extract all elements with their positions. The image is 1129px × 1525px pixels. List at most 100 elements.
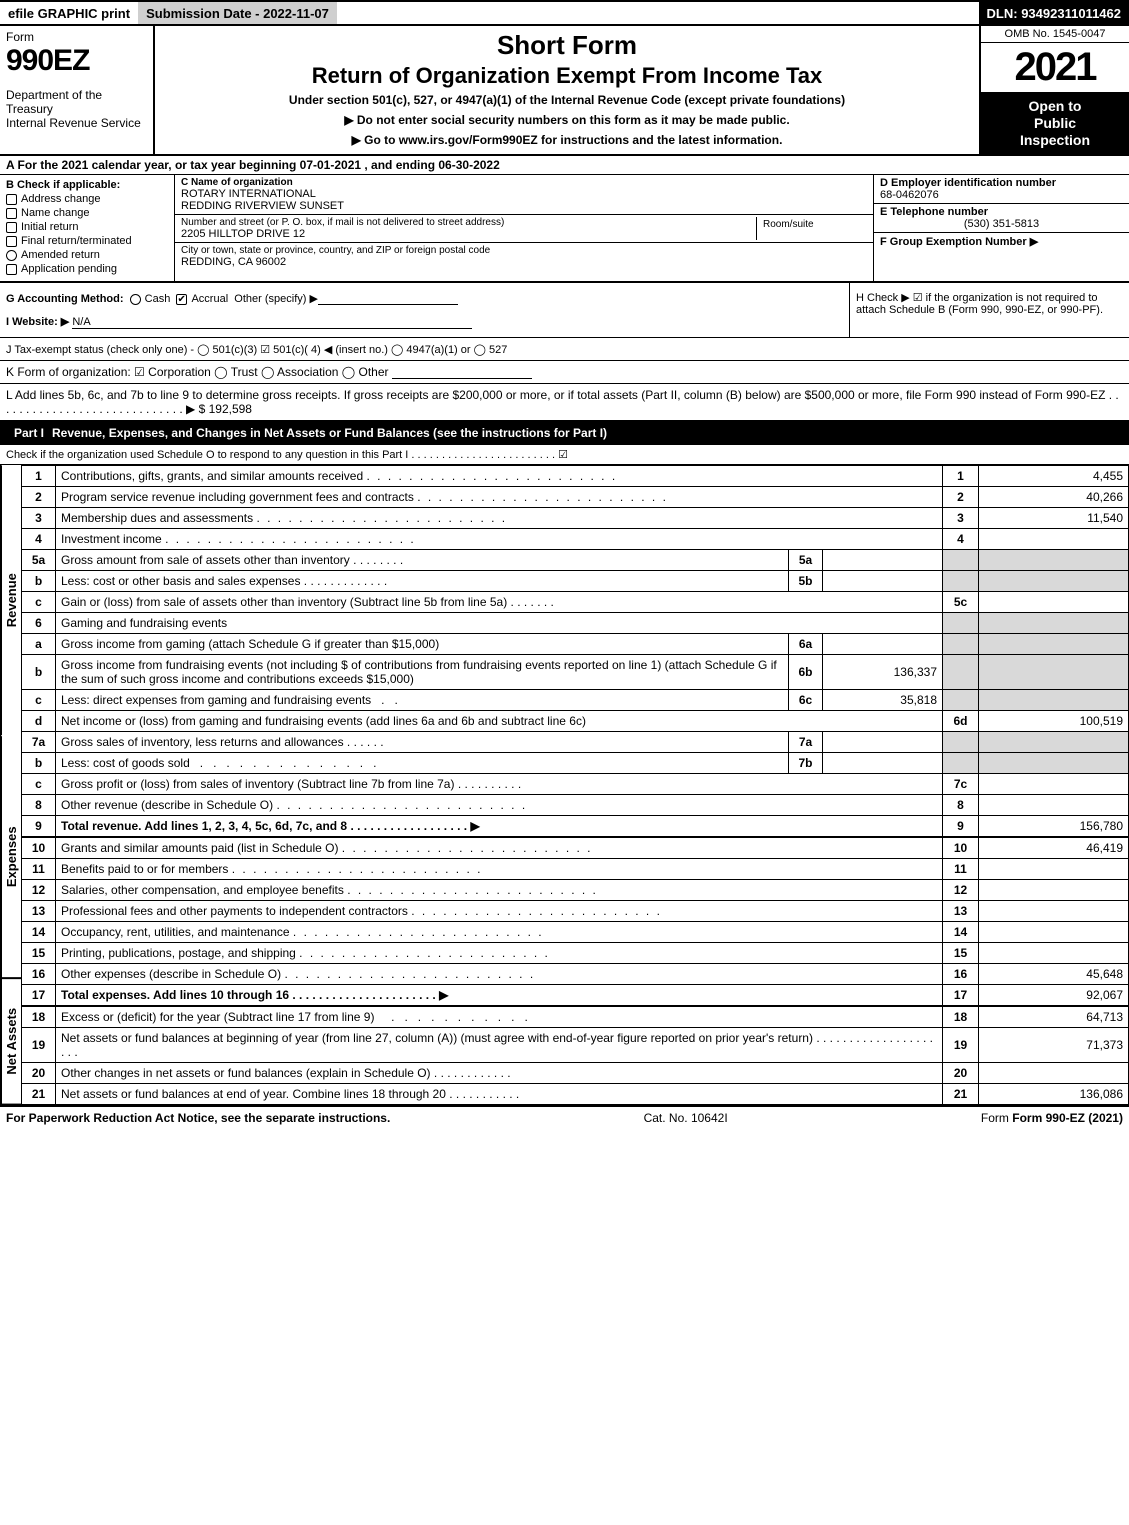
line-21: 21Net assets or fund balances at end of …: [22, 1084, 1129, 1105]
expenses-label: Expenses: [1, 736, 21, 979]
g-other: Other (specify) ▶: [234, 293, 318, 305]
efile-label: efile GRAPHIC print: [0, 2, 138, 24]
ein: 68-0462076: [880, 189, 1123, 201]
e-label: E Telephone number: [880, 206, 1123, 218]
tax-year: 2021: [981, 43, 1129, 92]
info-grid: B Check if applicable: Address change Na…: [0, 175, 1129, 283]
submission-date: Submission Date - 2022-11-07: [138, 2, 337, 24]
k-other-line[interactable]: [392, 365, 532, 379]
line-7a: 7aGross sales of inventory, less returns…: [22, 732, 1129, 753]
radio-cash[interactable]: [130, 294, 141, 305]
top-bar: efile GRAPHIC print Submission Date - 20…: [0, 0, 1129, 26]
footer-right: Form Form 990-EZ (2021): [981, 1111, 1123, 1125]
street-label: Number and street (or P. O. box, if mail…: [181, 217, 756, 228]
line-4: 4Investment income 4: [22, 529, 1129, 550]
line-2: 2Program service revenue including gover…: [22, 487, 1129, 508]
org-name2: REDDING RIVERVIEW SUNSET: [181, 200, 867, 212]
footer-center: Cat. No. 10642I: [644, 1111, 728, 1125]
chk-accrual[interactable]: [176, 294, 187, 305]
i-label: I Website: ▶: [6, 316, 69, 328]
line-6: 6Gaming and fundraising events: [22, 613, 1129, 634]
org-name1: ROTARY INTERNATIONAL: [181, 188, 867, 200]
line-11: 11Benefits paid to or for members 11: [22, 859, 1129, 880]
subtitle: Return of Organization Exempt From Incom…: [163, 63, 971, 89]
section-k: K Form of organization: ☑ Corporation ◯ …: [0, 361, 1129, 384]
side-labels: Revenue Expenses Net Assets: [0, 465, 21, 1105]
part-i-header: Part I Revenue, Expenses, and Changes in…: [0, 422, 1129, 444]
col-c: C Name of organization ROTARY INTERNATIO…: [175, 175, 874, 281]
note1: ▶ Do not enter social security numbers o…: [163, 113, 971, 127]
inspect3: Inspection: [985, 132, 1125, 149]
chk-final-return[interactable]: Final return/terminated: [6, 235, 168, 247]
line-6b: bGross income from fundraising events (n…: [22, 655, 1129, 690]
inspection-badge: Open to Public Inspection: [981, 92, 1129, 154]
other-specify-line[interactable]: [318, 291, 458, 305]
k-text: K Form of organization: ☑ Corporation ◯ …: [6, 365, 389, 379]
footer-left: For Paperwork Reduction Act Notice, see …: [6, 1111, 390, 1125]
line-12: 12Salaries, other compensation, and empl…: [22, 880, 1129, 901]
city-label: City or town, state or province, country…: [181, 245, 867, 256]
dept1: Department of the Treasury: [6, 88, 147, 116]
inspect1: Open to: [985, 98, 1125, 115]
page-footer: For Paperwork Reduction Act Notice, see …: [0, 1105, 1129, 1129]
line-5b: bLess: cost or other basis and sales exp…: [22, 571, 1129, 592]
b-label: B Check if applicable:: [6, 179, 168, 191]
g-label: G Accounting Method:: [6, 293, 124, 305]
undersection: Under section 501(c), 527, or 4947(a)(1)…: [163, 93, 971, 107]
line-6d: dNet income or (loss) from gaming and fu…: [22, 711, 1129, 732]
street: 2205 HILLTOP DRIVE 12: [181, 228, 756, 240]
header-center: Short Form Return of Organization Exempt…: [155, 26, 979, 154]
phone: (530) 351-5813: [880, 218, 1123, 230]
line-19: 19Net assets or fund balances at beginni…: [22, 1028, 1129, 1063]
form-label: Form: [6, 30, 147, 44]
c-label: C Name of organization: [181, 177, 867, 188]
netassets-label: Net Assets: [1, 979, 21, 1106]
section-j: J Tax-exempt status (check only one) - ◯…: [0, 338, 1129, 361]
spacer: [337, 2, 979, 24]
line-7b: bLess: cost of goods sold . . . . . . . …: [22, 753, 1129, 774]
row-gh: G Accounting Method: Cash Accrual Other …: [0, 283, 1129, 338]
header-left: Form 990EZ Department of the Treasury In…: [0, 26, 155, 154]
room-label: Room/suite: [763, 219, 861, 230]
line-7c: cGross profit or (loss) from sales of in…: [22, 774, 1129, 795]
line-13: 13Professional fees and other payments t…: [22, 901, 1129, 922]
omb: OMB No. 1545-0047: [981, 26, 1129, 43]
line-1: 1Contributions, gifts, grants, and simil…: [22, 466, 1129, 487]
part-i-sub: Check if the organization used Schedule …: [0, 444, 1129, 465]
f-label: F Group Exemption Number ▶: [880, 236, 1038, 248]
col-d: D Employer identification number 68-0462…: [874, 175, 1129, 281]
line-18: 18Excess or (deficit) for the year (Subt…: [22, 1006, 1129, 1028]
j-text: J Tax-exempt status (check only one) - ◯…: [6, 344, 507, 356]
section-l: L Add lines 5b, 6c, and 7b to line 9 to …: [0, 384, 1129, 422]
dln: DLN: 93492311011462: [979, 2, 1129, 24]
line-10: 10Grants and similar amounts paid (list …: [22, 837, 1129, 859]
section-a: A For the 2021 calendar year, or tax yea…: [0, 156, 1129, 175]
line-20: 20Other changes in net assets or fund ba…: [22, 1063, 1129, 1084]
chk-application-pending[interactable]: Application pending: [6, 263, 168, 275]
section-h: H Check ▶ ☑ if the organization is not r…: [849, 283, 1129, 337]
chk-address-change[interactable]: Address change: [6, 193, 168, 205]
dept2: Internal Revenue Service: [6, 116, 147, 130]
website-value: N/A: [72, 316, 472, 329]
d-label: D Employer identification number: [880, 177, 1123, 189]
line-15: 15Printing, publications, postage, and s…: [22, 943, 1129, 964]
line-5a: 5aGross amount from sale of assets other…: [22, 550, 1129, 571]
form-number: 990EZ: [6, 44, 147, 78]
city: REDDING, CA 96002: [181, 256, 867, 268]
line-17: 17Total expenses. Add lines 10 through 1…: [22, 985, 1129, 1007]
header-right: OMB No. 1545-0047 2021 Open to Public In…: [979, 26, 1129, 154]
line-9: 9Total revenue. Add lines 1, 2, 3, 4, 5c…: [22, 816, 1129, 838]
part-i-label: Part I: [6, 426, 52, 440]
form-header: Form 990EZ Department of the Treasury In…: [0, 26, 1129, 156]
inspect2: Public: [985, 115, 1125, 132]
line-5c: cGain or (loss) from sale of assets othe…: [22, 592, 1129, 613]
line-6a: aGross income from gaming (attach Schedu…: [22, 634, 1129, 655]
line-8: 8Other revenue (describe in Schedule O) …: [22, 795, 1129, 816]
lines-table: 1Contributions, gifts, grants, and simil…: [21, 465, 1129, 1105]
chk-amended-return[interactable]: Amended return: [6, 249, 168, 261]
line-16: 16Other expenses (describe in Schedule O…: [22, 964, 1129, 985]
col-b: B Check if applicable: Address change Na…: [0, 175, 175, 281]
chk-initial-return[interactable]: Initial return: [6, 221, 168, 233]
chk-name-change[interactable]: Name change: [6, 207, 168, 219]
revenue-label: Revenue: [1, 465, 21, 735]
